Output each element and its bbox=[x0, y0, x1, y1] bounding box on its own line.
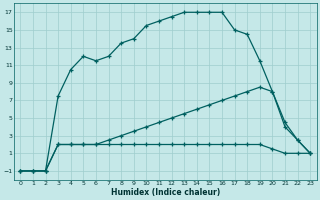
X-axis label: Humidex (Indice chaleur): Humidex (Indice chaleur) bbox=[111, 188, 220, 197]
